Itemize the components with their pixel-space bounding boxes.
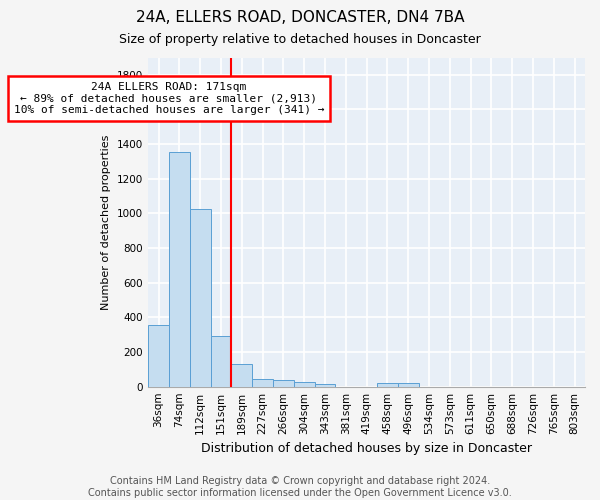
Text: 24A ELLERS ROAD: 171sqm
← 89% of detached houses are smaller (2,913)
10% of semi: 24A ELLERS ROAD: 171sqm ← 89% of detache… [14,82,324,115]
Bar [398,383,419,386]
Bar [314,384,335,386]
Bar [252,380,273,386]
X-axis label: Distribution of detached houses by size in Doncaster: Distribution of detached houses by size … [201,442,532,455]
Bar [377,383,398,386]
Bar [232,364,252,386]
Bar [294,382,314,386]
Bar [190,209,211,386]
Text: 24A, ELLERS ROAD, DONCASTER, DN4 7BA: 24A, ELLERS ROAD, DONCASTER, DN4 7BA [136,10,464,25]
Bar [169,152,190,386]
Bar [148,325,169,386]
Bar [211,336,232,386]
Text: Size of property relative to detached houses in Doncaster: Size of property relative to detached ho… [119,32,481,46]
Bar [273,380,294,386]
Text: Contains HM Land Registry data © Crown copyright and database right 2024.
Contai: Contains HM Land Registry data © Crown c… [88,476,512,498]
Y-axis label: Number of detached properties: Number of detached properties [101,134,112,310]
